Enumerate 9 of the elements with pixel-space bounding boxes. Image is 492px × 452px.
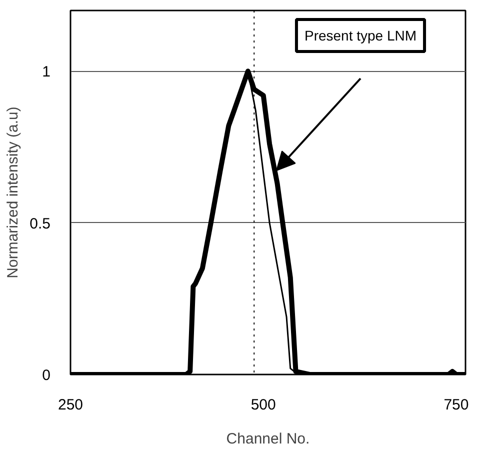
y-axis-title: Normarized intensity (a.u) xyxy=(4,106,22,278)
y-tick-label: 0 xyxy=(42,367,50,384)
x-tick-label: 250 xyxy=(58,396,84,414)
y-tick-label: 0.5 xyxy=(30,215,51,232)
x-tick-label: 500 xyxy=(250,396,276,414)
x-tick-label: 750 xyxy=(444,396,469,414)
annotation: Present type LNM xyxy=(304,28,417,44)
x-axis-title: Channel No. xyxy=(226,430,310,448)
y-tick-label: 1 xyxy=(42,64,50,81)
